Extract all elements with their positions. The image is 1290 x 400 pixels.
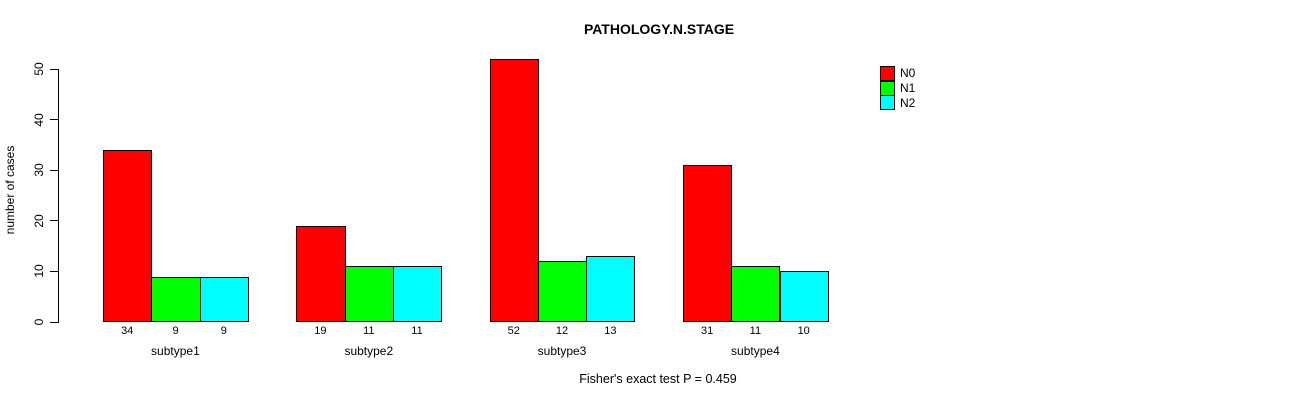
y-axis-tick — [50, 68, 58, 70]
x-axis-category-label: subtype4 — [731, 344, 780, 358]
bar-n0-subtype4 — [682, 165, 733, 322]
bar-value-label: 9 — [172, 325, 179, 337]
bar-n2-subtype4 — [779, 271, 829, 322]
legend-swatch-n2 — [880, 95, 895, 111]
y-axis-tick-label: 40 — [32, 112, 46, 127]
footer-annotation: Fisher's exact test P = 0.459 — [579, 372, 737, 386]
legend-swatch-n0 — [880, 65, 895, 81]
y-axis-tick-label: 10 — [32, 264, 46, 279]
bar-value-label: 11 — [749, 325, 762, 337]
y-axis-tick-label: 50 — [32, 62, 46, 76]
bar-value-label: 9 — [220, 325, 227, 337]
x-axis-category-label: subtype3 — [537, 344, 587, 358]
y-axis-tick — [50, 119, 58, 121]
bar-n0-subtype1 — [103, 150, 153, 322]
y-axis-tick — [50, 270, 58, 272]
bar-value-label: 13 — [604, 325, 617, 337]
y-axis-tick — [50, 220, 58, 222]
legend-label: N0 — [900, 66, 916, 81]
bar-n2-subtype2 — [392, 266, 443, 322]
bar-n2-subtype1 — [199, 276, 249, 322]
bar-value-label: 31 — [700, 325, 714, 337]
bar-value-label: 11 — [363, 325, 375, 337]
x-axis-category-label: subtype2 — [344, 344, 394, 358]
legend-row: N1 — [880, 80, 916, 96]
y-axis-tick-label: 0 — [32, 318, 46, 326]
bar-n0-subtype3 — [489, 58, 539, 322]
legend-label: N2 — [900, 95, 916, 110]
x-axis-category-label: subtype1 — [151, 344, 200, 358]
legend-row: N2 — [880, 95, 916, 111]
y-axis-tick-label: 30 — [32, 163, 46, 177]
y-axis-tick — [50, 169, 58, 171]
chart-title: PATHOLOGY.N.STAGE — [583, 21, 735, 37]
bar-value-label: 52 — [507, 325, 520, 337]
legend-row: N0 — [880, 65, 916, 81]
y-axis-tick-label: 20 — [32, 214, 46, 228]
bar-n0-subtype2 — [296, 225, 346, 322]
bar-value-label: 12 — [555, 325, 569, 337]
bar-n1-subtype1 — [151, 276, 201, 322]
bar-value-label: 11 — [411, 325, 423, 337]
y-axis-line — [58, 69, 59, 323]
bar-value-label: 10 — [797, 325, 810, 337]
y-axis-tick — [50, 321, 58, 323]
legend: N0 N1 N2 — [880, 65, 916, 111]
legend-swatch-n1 — [880, 80, 895, 96]
legend-label: N1 — [900, 81, 916, 96]
bar-n2-subtype3 — [586, 256, 636, 322]
y-axis-label: number of cases — [3, 145, 17, 235]
bar-n1-subtype3 — [537, 261, 588, 322]
bar-value-label: 34 — [121, 325, 134, 337]
bar-n1-subtype2 — [344, 266, 394, 322]
bar-n1-subtype4 — [731, 266, 781, 322]
bar-value-label: 19 — [314, 325, 327, 337]
